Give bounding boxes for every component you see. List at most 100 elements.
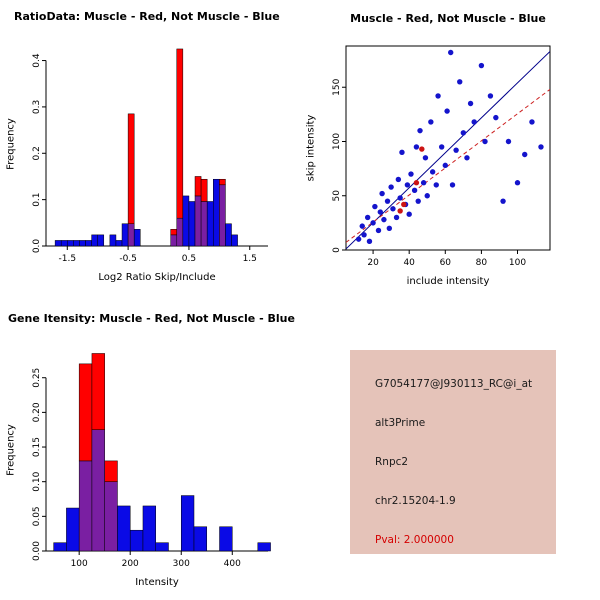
- scatter-point: [478, 62, 485, 69]
- scatter-point: [500, 198, 506, 204]
- histogram-bar: [180, 495, 195, 552]
- histogram-bar: [142, 505, 156, 552]
- scatter-point: [464, 155, 470, 161]
- scatter-point: [448, 49, 454, 56]
- ratio-histogram-y-axis-label: Frequency: [5, 118, 17, 170]
- scatter-point: [422, 155, 429, 161]
- scatter-point: [487, 93, 494, 99]
- scatter-point: [457, 79, 463, 85]
- histogram-bar: [200, 178, 208, 202]
- y-tick-label: 150: [332, 78, 342, 95]
- ratio-histogram-title: RatioData: Muscle - Red, Not Muscle - Bl…: [14, 10, 280, 23]
- y-tick-label: 0.20: [32, 402, 42, 422]
- ratio-histogram-plot: -1.5 -0.5 0.5 1.5 0.0 0.1 0.2 0.3 0.4: [0, 0, 300, 300]
- gene-histogram-y-axis-label: Frequency: [5, 424, 17, 476]
- y-tick-label: 100: [332, 133, 342, 150]
- scatter-point: [428, 119, 434, 125]
- y-tick-label: 0.4: [32, 53, 42, 68]
- scatter-y-axis-label: skip intensity: [305, 114, 317, 182]
- locus-text: chr2.15204-1.9: [375, 495, 456, 507]
- scatter-title: Muscle - Red, Not Muscle - Blue: [350, 12, 546, 25]
- scatter-point: [375, 227, 382, 234]
- y-tick-label: 50: [332, 190, 342, 202]
- histogram-bar: [176, 217, 184, 247]
- panel-intensity-scatter: Muscle - Red, Not Muscle - Blue skip int…: [300, 0, 600, 300]
- scatter-point: [522, 151, 528, 158]
- histogram-bar: [257, 542, 271, 552]
- scatter-point: [366, 238, 373, 245]
- histogram-bar: [104, 481, 118, 552]
- fit-line-muscle-fit: [346, 89, 550, 243]
- scatter-point: [355, 236, 362, 242]
- scatter-point: [379, 190, 385, 197]
- scatter-point: [386, 225, 393, 231]
- histogram-bar: [170, 234, 178, 247]
- histogram-bar: [91, 353, 105, 430]
- scatter-point: [408, 171, 414, 177]
- x-tick-label: 100: [71, 559, 88, 569]
- histogram-bar: [91, 234, 98, 247]
- histogram-bar: [213, 178, 220, 247]
- scatter-point: [388, 184, 394, 190]
- scatter-point: [397, 208, 403, 214]
- scatter-point: [438, 144, 445, 150]
- scatter-point: [415, 198, 421, 204]
- scatter-point: [401, 201, 407, 208]
- scatter-point: [505, 138, 512, 145]
- histogram-bar: [115, 240, 123, 247]
- x-tick-label: -0.5: [119, 254, 137, 264]
- scatter-point: [370, 220, 376, 226]
- y-tick-label: 0.3: [32, 100, 42, 114]
- scatter-point: [420, 180, 427, 186]
- histogram-bar: [176, 48, 184, 219]
- gene-histogram-title: Gene Itensity: Muscle - Red, Not Muscle …: [8, 312, 295, 325]
- y-tick-label: 0.05: [32, 506, 42, 526]
- histogram-bar: [219, 526, 233, 552]
- scatter-point: [417, 127, 423, 134]
- histogram-bar: [78, 460, 93, 552]
- histogram-bar: [206, 201, 214, 247]
- histogram-bar: [54, 240, 62, 247]
- histogram-bar: [188, 201, 196, 247]
- scatter-point: [442, 162, 448, 169]
- histogram-bar: [104, 460, 118, 482]
- histogram-bar: [170, 229, 178, 236]
- scatter-point: [384, 198, 391, 204]
- x-tick-label: 100: [509, 258, 526, 268]
- gene-histogram-plot: 100 200 300 400 0.00 0.05 0.10 0.15 0.20 0.25: [0, 300, 300, 600]
- x-tick-label: 20: [367, 258, 379, 268]
- histogram-bar: [193, 526, 208, 552]
- histogram-bar: [79, 240, 86, 247]
- scatter-point: [404, 182, 411, 188]
- histogram-bar: [66, 507, 80, 552]
- histogram-bar: [117, 505, 131, 552]
- scatter-point: [449, 182, 456, 188]
- histogram-bar: [133, 229, 141, 247]
- scatter-point: [390, 206, 396, 212]
- scatter-point: [460, 130, 467, 136]
- panel-ratio-histogram: RatioData: Muscle - Red, Not Muscle - Bl…: [0, 0, 300, 300]
- histogram-bar: [219, 178, 226, 186]
- x-tick-label: 200: [122, 559, 139, 569]
- histogram-bar: [219, 184, 226, 247]
- scatter-point: [399, 149, 405, 156]
- scatter-point: [529, 119, 535, 125]
- y-tick-label: 0.1: [32, 192, 42, 206]
- plot-frame: [345, 45, 551, 251]
- x-tick-label: 0.5: [182, 254, 196, 264]
- scatter-point: [435, 93, 441, 99]
- scatter-point: [377, 209, 384, 215]
- event-type-text: alt3Prime: [375, 417, 426, 429]
- scatter-point: [514, 180, 521, 186]
- intensity-scatter-plot: 20 40 60 80 100 0 50 100 150: [300, 0, 600, 300]
- histogram-bar: [53, 542, 67, 552]
- scatter-point: [538, 144, 544, 150]
- y-tick-label: 0.10: [32, 471, 42, 491]
- scatter-point: [361, 232, 367, 238]
- histogram-bar: [225, 223, 232, 247]
- panel-gene-histogram: Gene Itensity: Muscle - Red, Not Muscle …: [0, 300, 300, 600]
- scatter-point: [381, 216, 387, 223]
- y-tick-label: 0.2: [32, 146, 42, 160]
- histogram-bar: [60, 240, 68, 247]
